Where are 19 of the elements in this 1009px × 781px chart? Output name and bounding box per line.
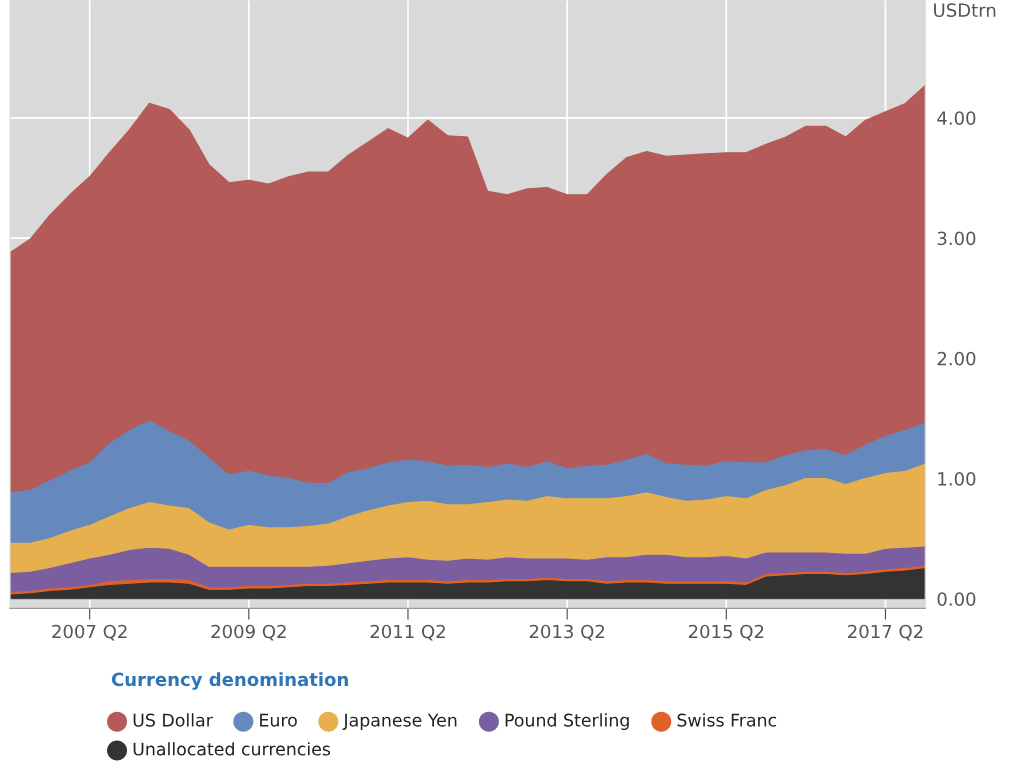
legend-label: Pound Sterling xyxy=(505,713,629,731)
x-tick-label: 2009 Q2 xyxy=(211,624,286,641)
y-tick-label: 4.00 xyxy=(937,111,976,125)
x-tick-label: 2017 Q2 xyxy=(848,624,923,641)
legend-label: Euro xyxy=(260,713,297,727)
x-tick-label: 2013 Q2 xyxy=(529,624,605,641)
x-tick-label: 2011 Q2 xyxy=(370,624,445,641)
y-tick-label: 2.00 xyxy=(937,351,976,366)
y-tick-label: 3.00 xyxy=(937,231,976,246)
legend-label: US Dollar xyxy=(133,713,213,727)
x-tick-label: 2015 Q2 xyxy=(688,624,764,641)
legend-label: Swiss Franc xyxy=(677,713,777,727)
y-tick-label: 0.00 xyxy=(937,592,976,606)
y-tick-label: 1.00 xyxy=(938,472,976,486)
x-tick-label: 2007 Q2 xyxy=(52,624,127,641)
legend-title: Currency denomination xyxy=(111,672,348,690)
legend-label: Japanese Yen xyxy=(342,713,457,731)
legend-label: Unallocated currencies xyxy=(133,742,331,756)
y-axis-title: USDtrn xyxy=(934,3,996,18)
